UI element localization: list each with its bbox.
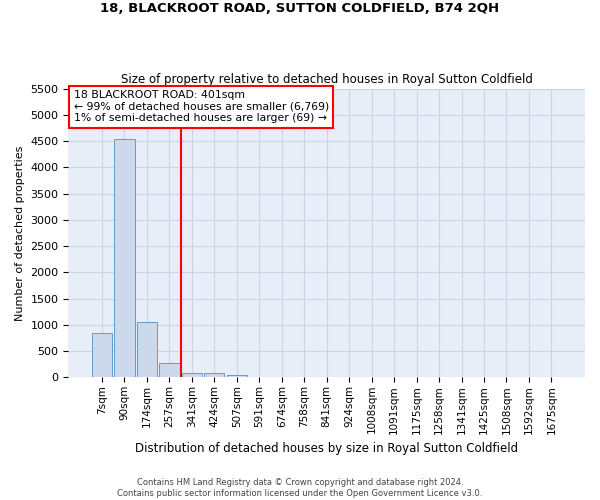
Title: Size of property relative to detached houses in Royal Sutton Coldfield: Size of property relative to detached ho… [121, 73, 533, 86]
Text: 18 BLACKROOT ROAD: 401sqm
← 99% of detached houses are smaller (6,769)
1% of sem: 18 BLACKROOT ROAD: 401sqm ← 99% of detac… [74, 90, 329, 123]
Bar [159, 363, 179, 378]
Bar [227, 374, 247, 378]
Bar [115, 139, 134, 378]
Text: 18, BLACKROOT ROAD, SUTTON COLDFIELD, B74 2QH: 18, BLACKROOT ROAD, SUTTON COLDFIELD, B7… [100, 2, 500, 16]
X-axis label: Distribution of detached houses by size in Royal Sutton Coldfield: Distribution of detached houses by size … [135, 442, 518, 455]
Bar [204, 373, 224, 378]
Bar [137, 322, 157, 378]
Bar [92, 332, 112, 378]
Y-axis label: Number of detached properties: Number of detached properties [15, 145, 25, 320]
Bar [182, 372, 202, 378]
Text: Contains HM Land Registry data © Crown copyright and database right 2024.
Contai: Contains HM Land Registry data © Crown c… [118, 478, 482, 498]
